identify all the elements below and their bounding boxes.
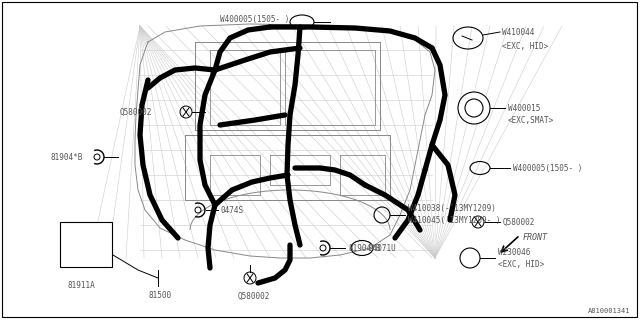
Bar	[60, 222, 112, 267]
Text: Q580002: Q580002	[120, 108, 152, 116]
Text: Q580002: Q580002	[503, 218, 536, 227]
Circle shape	[458, 92, 490, 124]
Text: <EXC,SMAT>: <EXC,SMAT>	[508, 116, 554, 124]
Text: <EXC, HID>: <EXC, HID>	[498, 260, 544, 269]
Text: W230046: W230046	[498, 247, 531, 257]
Text: W400005(1505- ): W400005(1505- )	[513, 164, 582, 172]
Text: Q580002: Q580002	[238, 292, 270, 300]
Text: FRONT: FRONT	[523, 233, 548, 242]
Text: 81904*B: 81904*B	[50, 153, 83, 162]
Text: <EXC, HID>: <EXC, HID>	[502, 42, 548, 51]
Text: 81904*B: 81904*B	[348, 244, 380, 252]
Text: W410044: W410044	[502, 28, 534, 36]
Text: 81500: 81500	[148, 292, 171, 300]
Text: W400005(1505- ): W400005(1505- )	[220, 14, 289, 23]
Text: 0474S: 0474S	[220, 205, 243, 214]
Text: W410038(-'13MY1209): W410038(-'13MY1209)	[408, 204, 496, 212]
Text: A810001341: A810001341	[588, 308, 630, 314]
Text: W400015: W400015	[508, 103, 540, 113]
Text: 81911A: 81911A	[67, 281, 95, 290]
Text: 94071U: 94071U	[368, 244, 396, 252]
Text: W410045('13MY1209- ): W410045('13MY1209- )	[408, 215, 500, 225]
